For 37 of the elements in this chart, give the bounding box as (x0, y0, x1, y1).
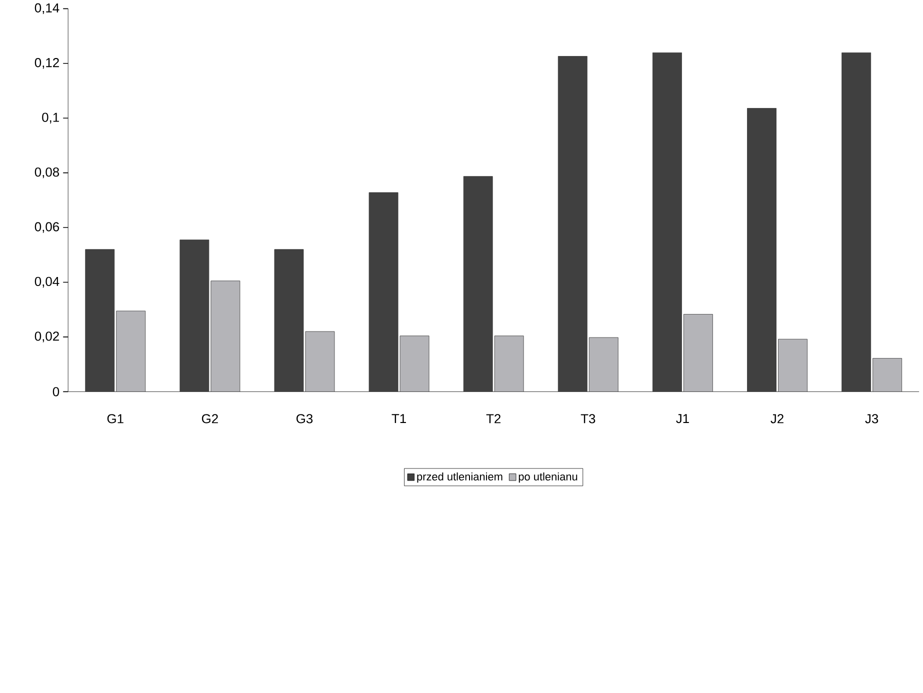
x-tick-label: G1 (107, 414, 124, 424)
y-tick-label: 0,14 (34, 4, 60, 14)
bar (652, 52, 682, 392)
x-tick-label: G2 (202, 414, 218, 424)
bar (872, 358, 902, 392)
x-tick-label: J2 (770, 414, 784, 424)
x-tick-label: G3 (296, 414, 313, 424)
bar (494, 336, 524, 392)
legend-label: przed utlenianiem (417, 472, 502, 483)
y-tick-label: 0,06 (34, 222, 60, 234)
bar (683, 314, 713, 392)
y-tick-label: 0,08 (34, 168, 60, 178)
y-tick-label: 0,02 (34, 332, 59, 343)
bar (778, 339, 808, 392)
x-tick-label: T1 (392, 414, 406, 424)
bar (842, 52, 872, 392)
y-tick-label: 0 (52, 387, 60, 396)
y-tick-label: 0,04 (34, 277, 60, 288)
x-tick-label: T3 (580, 414, 596, 424)
bar (274, 249, 304, 392)
bar (558, 56, 588, 392)
bar (400, 336, 430, 392)
bar (368, 192, 398, 392)
bar (85, 249, 115, 392)
bar (305, 331, 335, 392)
y-tick-label: 0,1 (42, 112, 59, 124)
bar (588, 338, 618, 392)
legend-label: po utlenianu (518, 472, 578, 483)
x-tick-label: J1 (676, 414, 689, 424)
bar (116, 310, 146, 392)
x-tick-label: T2 (486, 414, 500, 424)
bar (210, 280, 240, 392)
bar (180, 240, 210, 392)
bar (747, 108, 776, 392)
y-tick-label: 0,12 (34, 58, 59, 69)
x-tick-label: J3 (865, 414, 878, 424)
bar (463, 176, 493, 392)
